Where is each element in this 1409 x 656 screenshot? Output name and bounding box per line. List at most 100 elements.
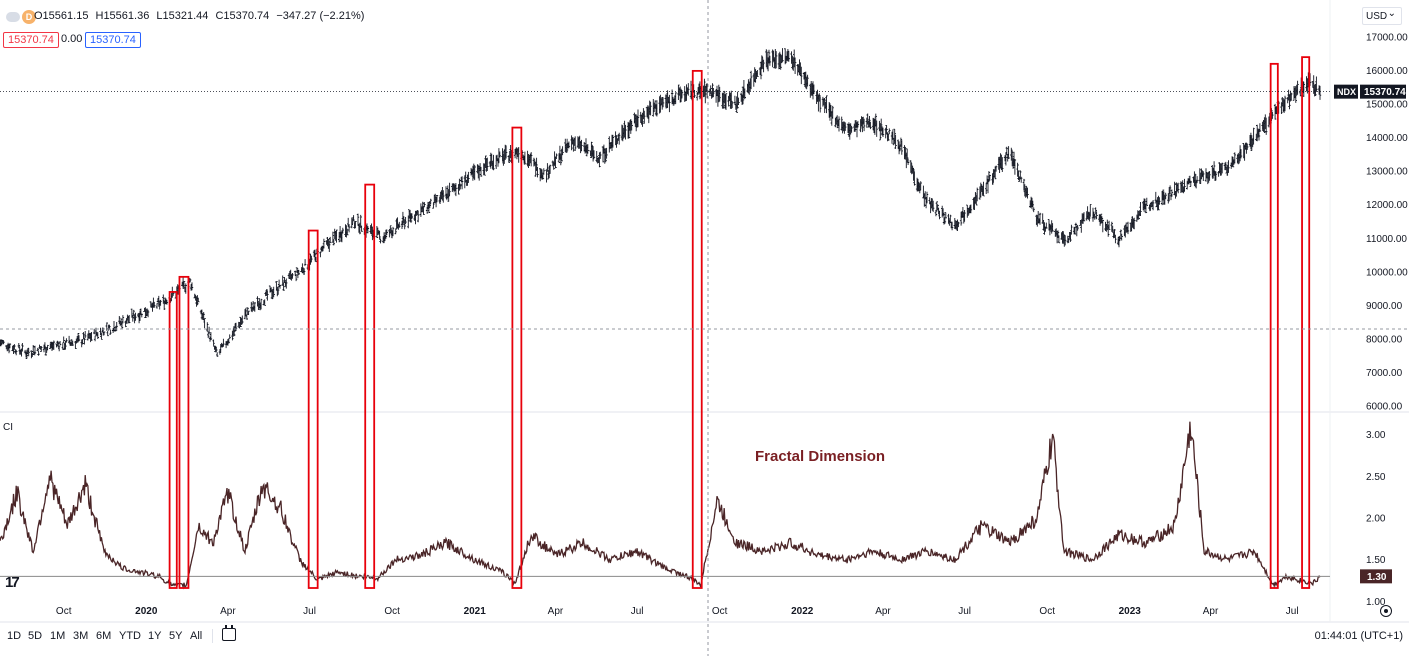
range-6m-button[interactable]: 6M (96, 630, 112, 642)
price-bar (718, 86, 721, 102)
price-bar (93, 328, 96, 335)
price-bar (731, 101, 734, 109)
price-bar (1296, 80, 1299, 95)
price-bar (43, 342, 47, 350)
price-bar (709, 85, 712, 95)
price-bar (328, 240, 331, 252)
price-bar (712, 88, 715, 98)
price-bar (598, 152, 601, 168)
price-bar (1107, 224, 1110, 237)
range-3m-button[interactable]: 3M (73, 630, 89, 642)
price-bar (265, 289, 268, 296)
price-bar (1051, 223, 1054, 232)
price-tick-label: 6000.00 (1366, 402, 1403, 413)
price-bar (862, 118, 866, 132)
price-bar (567, 141, 571, 149)
sell-button[interactable]: 15370.74 (3, 32, 59, 48)
price-bar (331, 231, 335, 243)
price-bar (8, 343, 12, 349)
interval-badge[interactable]: D (22, 10, 36, 24)
price-bar (1016, 162, 1019, 177)
price-tick-label: 7000.00 (1366, 368, 1403, 379)
price-tick-label: 11000.00 (1366, 234, 1407, 245)
price-bar (285, 278, 288, 289)
price-bar (303, 268, 306, 275)
highlight-box (511, 126, 523, 589)
price-tick-label: 8000.00 (1366, 334, 1403, 345)
price-bar (162, 294, 165, 304)
price-bar (460, 176, 464, 190)
symbol-logo-icon[interactable] (6, 12, 20, 22)
price-bar (36, 347, 39, 352)
range-all-button[interactable]: All (190, 630, 203, 642)
price-bar (356, 213, 360, 226)
price-bar (146, 309, 150, 318)
price-bar (247, 310, 250, 315)
x-tick-label: 2022 (791, 606, 814, 617)
price-bar (1069, 231, 1072, 242)
price-bar (423, 202, 426, 208)
range-ytd-button[interactable]: YTD (119, 630, 141, 642)
price-bar (64, 340, 67, 350)
gear-icon[interactable] (1380, 605, 1392, 617)
price-bar (404, 217, 407, 225)
price-bar (831, 105, 834, 119)
price-bar (378, 230, 381, 240)
ci-value-tag: 1.30 (1367, 572, 1387, 583)
ci-tick-label: 1.00 (1366, 597, 1386, 608)
x-tick-label: Jul (303, 606, 316, 617)
x-tick-label: Oct (56, 606, 72, 617)
price-bar (21, 343, 24, 352)
price-bar (379, 238, 382, 244)
price-bar (760, 55, 763, 70)
price-bar (32, 351, 36, 356)
price-bar (913, 171, 916, 186)
price-bar (957, 221, 960, 228)
price-bar (649, 101, 652, 116)
price-bar (898, 145, 902, 152)
price-bar (237, 321, 240, 327)
price-bar (435, 194, 439, 202)
buy-button[interactable]: 15370.74 (85, 32, 141, 48)
price-bar (1100, 216, 1104, 223)
price-bar (1194, 173, 1197, 188)
ohlc-high: H15561.36 (95, 10, 150, 22)
clock[interactable]: 01:44:01 (UTC+1) (1314, 630, 1403, 642)
price-bar (278, 284, 282, 289)
price-tick-label: 9000.00 (1366, 301, 1403, 312)
price-bar (586, 144, 589, 154)
price-bar (765, 49, 768, 68)
range-1m-button[interactable]: 1M (50, 630, 66, 642)
price-bar (257, 302, 260, 311)
price-bar (332, 239, 335, 246)
range-5d-button[interactable]: 5D (28, 630, 43, 642)
price-bar (854, 120, 857, 132)
x-tick-label: Oct (384, 606, 400, 617)
price-bar (580, 139, 583, 152)
price-bar (994, 165, 998, 172)
price-bar (209, 332, 213, 341)
price-bar (605, 147, 608, 159)
price-bar (27, 347, 30, 357)
price-bar (653, 100, 657, 109)
price-bar (947, 213, 950, 224)
price-bar (557, 153, 561, 163)
range-1y-button[interactable]: 1Y (148, 630, 162, 642)
price-bar (1117, 236, 1121, 248)
tradingview-logo[interactable]: 17 (5, 574, 20, 591)
price-bar (1101, 219, 1104, 233)
price-bar (465, 179, 468, 187)
price-bar (106, 330, 109, 337)
indicator-label[interactable]: CI (3, 422, 13, 433)
price-bar (140, 313, 143, 318)
price-bar (149, 301, 152, 308)
calendar-goto-icon[interactable] (222, 625, 236, 641)
range-1d-button[interactable]: 1D (7, 630, 22, 642)
currency-select[interactable]: USD (1362, 5, 1402, 25)
price-bar (227, 338, 230, 344)
price-bar (1145, 197, 1148, 206)
price-bar (1093, 213, 1096, 220)
range-5y-button[interactable]: 5Y (169, 630, 183, 642)
price-bar (1198, 168, 1201, 184)
